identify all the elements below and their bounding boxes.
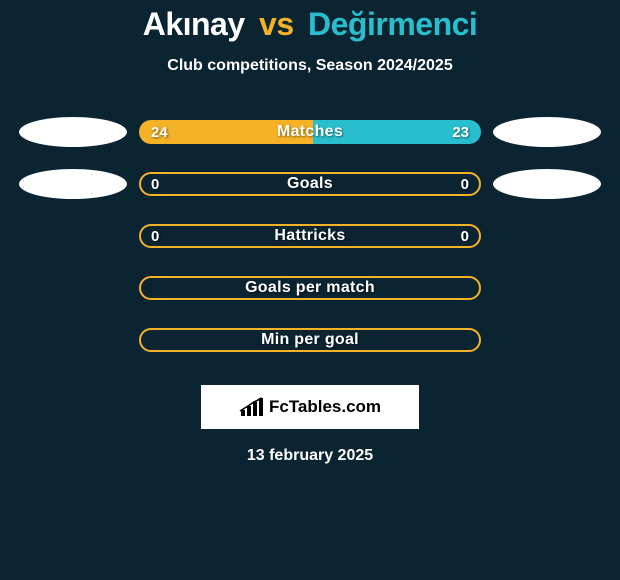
stats-container: 24 Matches 23 0 Goals 0 0 Hattricks 0 Goals per m…	[7, 75, 613, 355]
date-label: 13 february 2025	[247, 447, 373, 465]
stat-pill: 0 Hattricks 0	[139, 224, 481, 248]
stat-pill: 0 Goals 0	[139, 172, 481, 196]
left-badge	[19, 221, 127, 251]
player2-name: Değirmenci	[308, 6, 477, 42]
stat-value-right: 0	[461, 228, 469, 245]
subtitle: Club competitions, Season 2024/2025	[167, 57, 452, 75]
stat-label: Goals per match	[245, 279, 375, 297]
stat-row: 0 Hattricks 0	[7, 221, 613, 251]
right-badge	[493, 273, 601, 303]
comparison-title: Akınay vs Değirmenci	[143, 6, 478, 43]
right-badge	[493, 169, 601, 199]
brand-text: FcTables.com	[269, 397, 381, 417]
stat-row: 0 Goals 0	[7, 169, 613, 199]
stat-row: Goals per match	[7, 273, 613, 303]
stat-row: 24 Matches 23	[7, 117, 613, 147]
left-badge	[19, 325, 127, 355]
brand-box: FcTables.com	[201, 385, 419, 429]
left-badge	[19, 117, 127, 147]
stat-row: Min per goal	[7, 325, 613, 355]
vs-label: vs	[253, 6, 300, 42]
player1-name: Akınay	[143, 6, 245, 42]
stat-label: Min per goal	[261, 331, 359, 349]
left-badge	[19, 273, 127, 303]
left-badge	[19, 169, 127, 199]
stat-pill: Goals per match	[139, 276, 481, 300]
stat-value-right: 23	[452, 124, 469, 141]
stat-label: Goals	[287, 175, 333, 193]
stat-value-left: 24	[151, 124, 168, 141]
stat-pill: Min per goal	[139, 328, 481, 352]
stat-value-left: 0	[151, 228, 159, 245]
stat-value-left: 0	[151, 176, 159, 193]
right-badge	[493, 221, 601, 251]
stat-value-right: 0	[461, 176, 469, 193]
stat-pill: 24 Matches 23	[139, 120, 481, 144]
right-badge	[493, 325, 601, 355]
stat-label: Hattricks	[274, 227, 345, 245]
stat-label: Matches	[277, 123, 343, 141]
right-badge	[493, 117, 601, 147]
bars-icon	[239, 396, 265, 418]
